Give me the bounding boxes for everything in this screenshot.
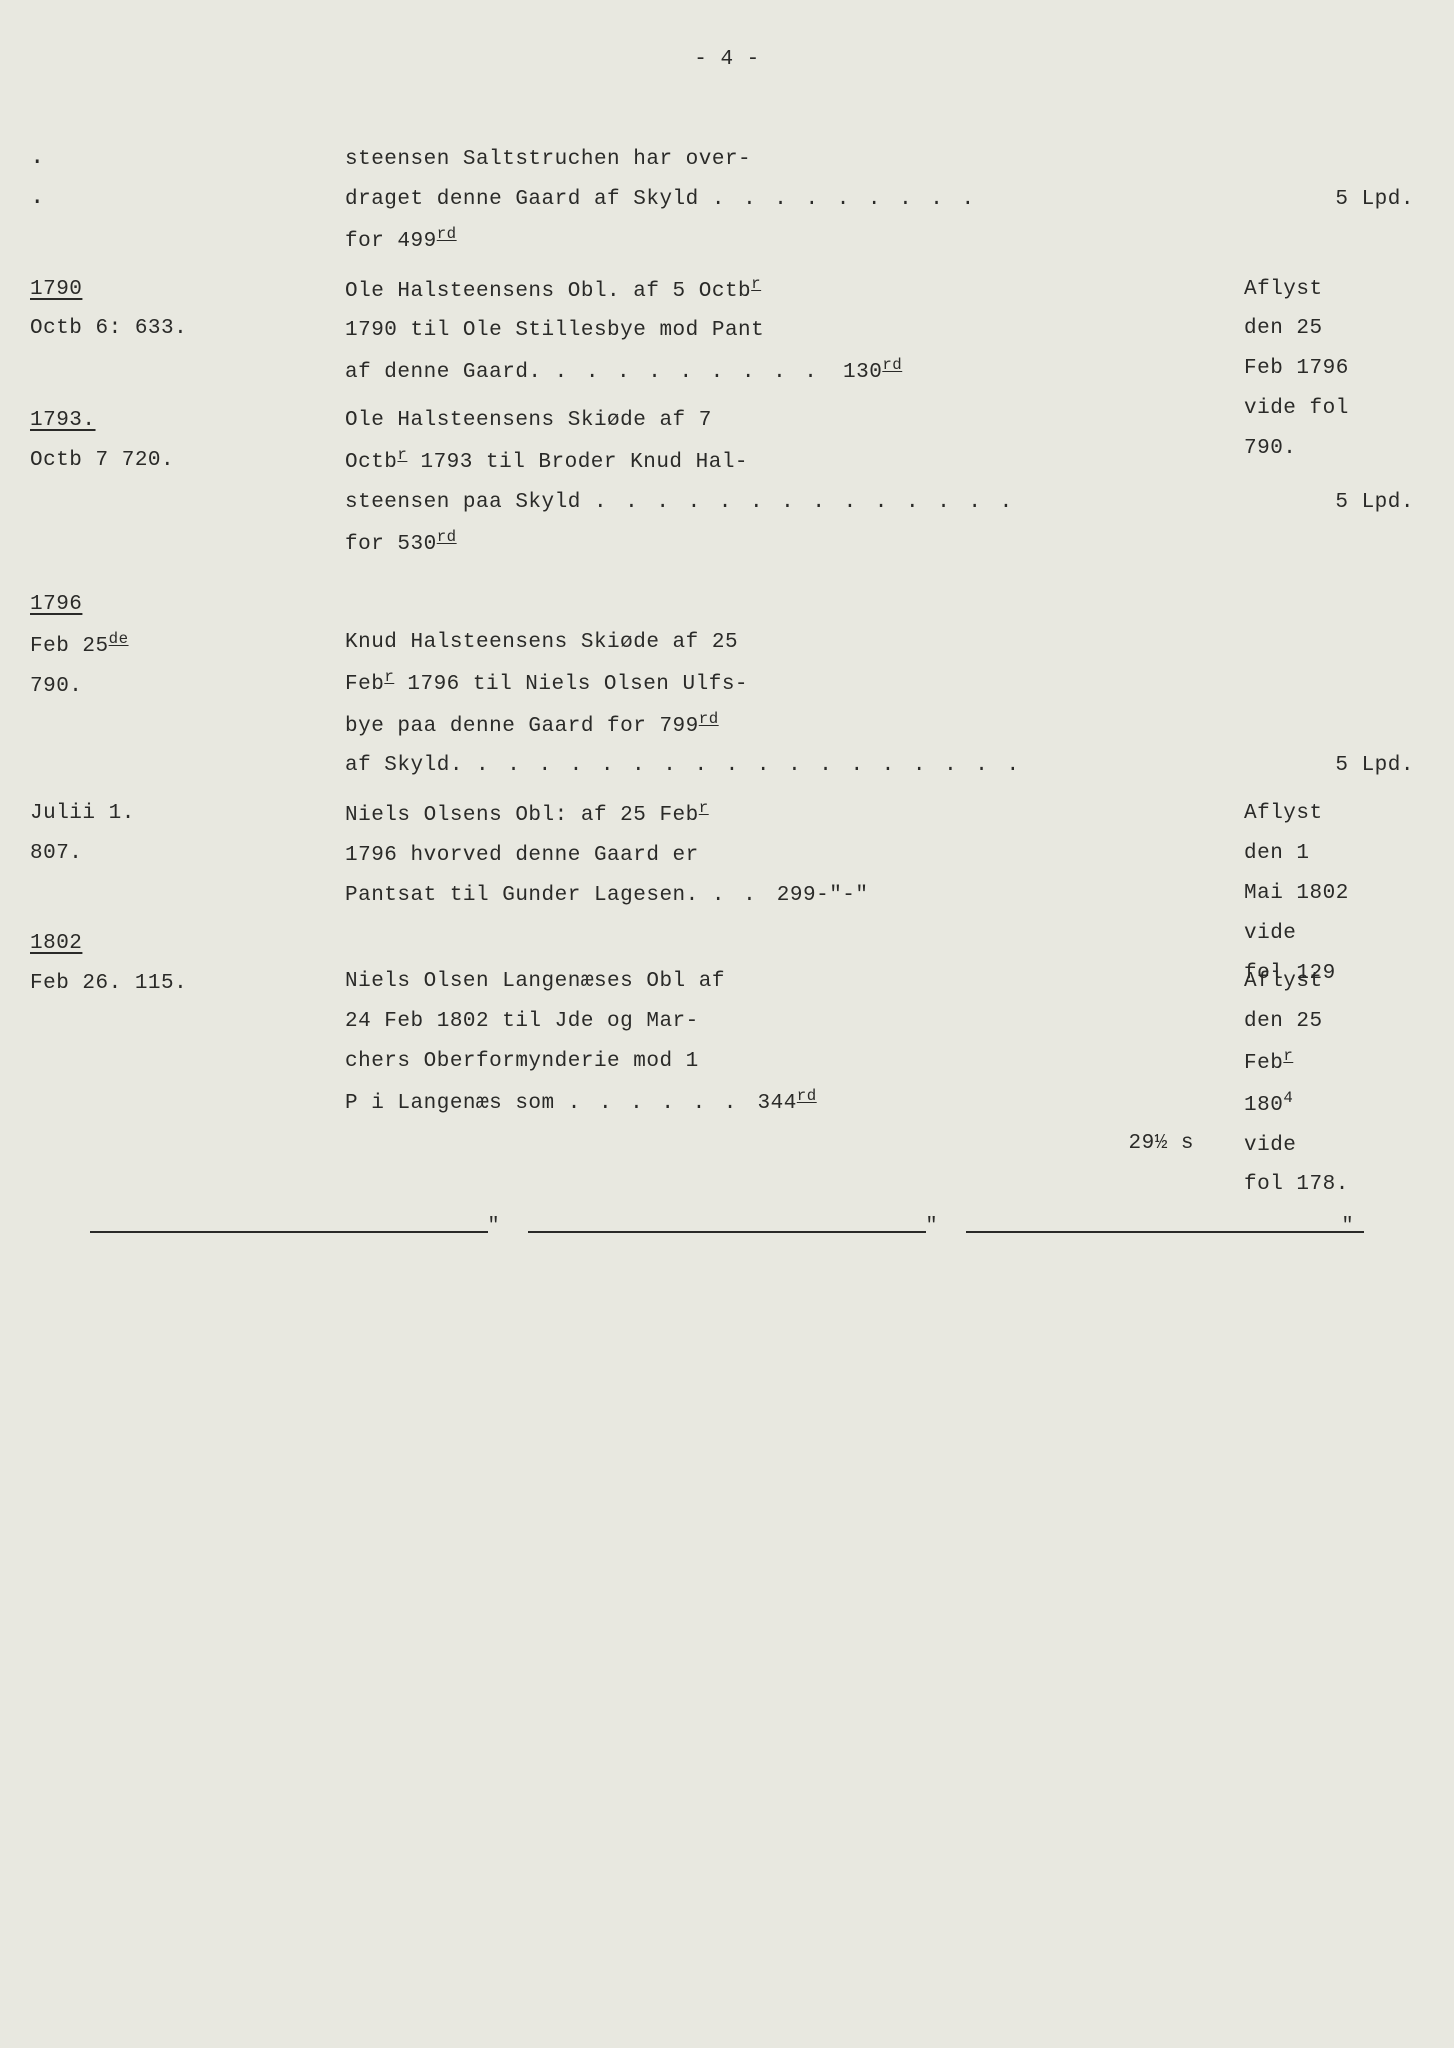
superscript: rd	[437, 528, 457, 546]
year: 1793.	[30, 401, 190, 441]
value: 130rd	[843, 361, 902, 384]
date-ref: Feb 25de 790.	[30, 625, 190, 707]
text-line: 29½ s	[345, 1124, 1394, 1164]
superscript: r	[384, 668, 394, 686]
text-line: Niels Olsen Langenæses Obl af	[345, 962, 1394, 1002]
date-column: 1793. Octb 7 720.	[30, 401, 190, 481]
page-number: - 4 -	[30, 40, 1424, 80]
date-ref: Octb 6: 633.	[30, 309, 190, 349]
text-line: bye paa denne Gaard for 799rd	[345, 705, 1394, 747]
text-line: Octbr 1793 til Broder Knud Hal-	[345, 441, 1394, 483]
leader-dots: . . . . . .	[568, 1092, 740, 1115]
leader-dots: . .	[712, 884, 759, 907]
text-line: for 499rd	[345, 220, 1394, 262]
mark-dot: ·	[30, 140, 45, 186]
date-column: 1796 Feb 25de 790.	[30, 585, 190, 707]
leader-dots: . . . . . . . . .	[555, 361, 820, 384]
text-line: steensen Saltstruchen har over-	[345, 140, 1394, 180]
text-line: P i Langenæs som . . . . . . 344rd	[345, 1082, 1394, 1124]
text-line: 1796 hvorved denne Gaard er	[345, 836, 1394, 876]
text-line: draget denne Gaard af Skyld . . . . . . …	[345, 180, 1394, 220]
value: 299-"-"	[777, 884, 869, 907]
leader-dots: . . . . . . . . . . . . . .	[594, 491, 1015, 514]
value: 5 Lpd.	[1335, 483, 1414, 523]
leader-dots: . . . . . . . . . . . . . . . . . .	[476, 754, 1022, 777]
margin-note: Aflyst den 25 Febr 1804 vide fol 178.	[1244, 962, 1414, 1205]
date-column: 1802 Feb 26. 115.	[30, 924, 190, 1004]
entry: 1793. Octb 7 720. Ole Halsteensens Skiød…	[200, 401, 1394, 565]
extra-value: 29½ s	[1128, 1132, 1194, 1155]
year: 1796	[30, 585, 190, 625]
superscript: r	[699, 799, 709, 817]
value: 344rd	[757, 1092, 816, 1115]
text-line: af Skyld. . . . . . . . . . . . . . . . …	[345, 746, 1394, 786]
superscript: rd	[699, 710, 719, 728]
entry: 1802 Feb 26. 115. Aflyst den 25 Febr 180…	[200, 924, 1394, 1163]
divider-segment	[966, 1213, 1364, 1233]
superscript: rd	[437, 225, 457, 243]
date-ref: Julii 1. 807.	[30, 794, 190, 874]
date-ref: Octb 7 720.	[30, 441, 190, 481]
text-line: 1790 til Ole Stillesbye mod Pant	[345, 311, 1394, 351]
divider-segment	[528, 1213, 926, 1233]
footer-divider	[30, 1213, 1424, 1233]
text-line: Pantsat til Gunder Lagesen. . . 299-"-"	[345, 876, 1394, 916]
year: 1802	[30, 924, 190, 964]
entry: · · steensen Saltstruchen har over- drag…	[200, 140, 1394, 262]
date-column: 1790 Octb 6: 633.	[30, 270, 190, 350]
text-line: Knud Halsteensens Skiøde af 25	[345, 623, 1394, 663]
text-line: Ole Halsteensens Obl. af 5 Octbr	[345, 270, 1394, 312]
text-line: 24 Feb 1802 til Jde og Mar-	[345, 1002, 1394, 1042]
entry: 1790 Octb 6: 633. Aflyst den 25 Feb 1796…	[200, 270, 1394, 394]
text-line: af denne Gaard. . . . . . . . . . 130rd	[345, 351, 1394, 393]
text-line: steensen paa Skyld . . . . . . . . . . .…	[345, 483, 1394, 523]
text-line: for 530rd	[345, 523, 1394, 565]
year: 1790	[30, 270, 190, 310]
value: 5 Lpd.	[1335, 746, 1414, 786]
superscript: r	[751, 275, 761, 293]
text-line: Niels Olsens Obl: af 25 Febr	[345, 794, 1394, 836]
document-body: · · steensen Saltstruchen har over- drag…	[200, 140, 1394, 1164]
text-line: Febr 1796 til Niels Olsen Ulfs-	[345, 663, 1394, 705]
leader-dots: . . . . . . . . .	[712, 188, 977, 211]
superscript: r	[397, 446, 407, 464]
text-line: Ole Halsteensens Skiøde af 7	[345, 401, 1394, 441]
value: 5 Lpd.	[1335, 180, 1414, 220]
date-column: Julii 1. 807.	[30, 794, 190, 874]
divider-segment	[90, 1213, 488, 1233]
text-line: chers Oberformynderie mod 1	[345, 1042, 1394, 1082]
entry: Julii 1. 807. Aflyst den 1 Mai 1802 vide…	[200, 794, 1394, 916]
date-ref: Feb 26. 115.	[30, 964, 190, 1004]
entry: 1796 Feb 25de 790. Knud Halsteensens Ski…	[200, 585, 1394, 787]
mark-dot: ·	[30, 180, 45, 226]
